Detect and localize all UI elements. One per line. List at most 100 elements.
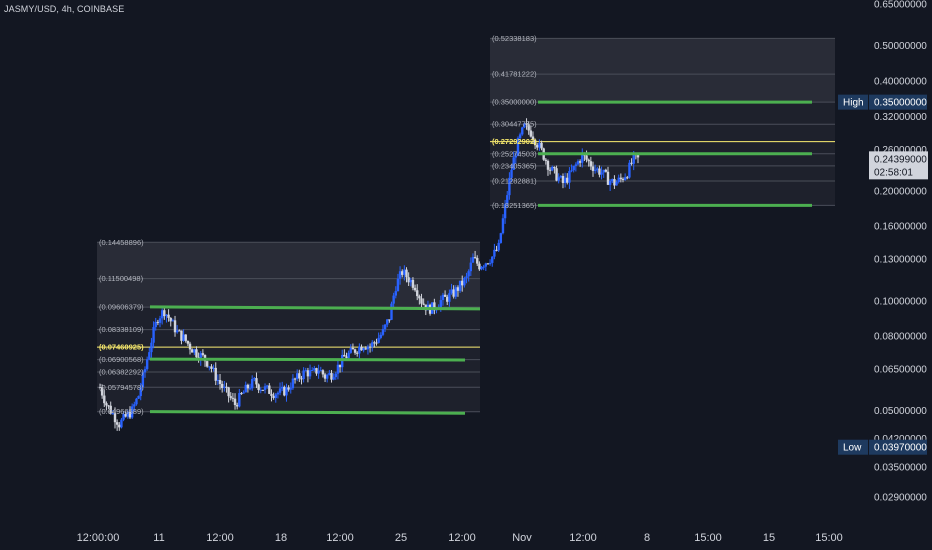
- candle-body: [154, 321, 157, 328]
- right-fib-label: (0.52338183): [492, 34, 537, 43]
- candle-body: [248, 388, 252, 390]
- low-value-text: 0.03970000: [874, 443, 927, 454]
- time-tick-label: 12:00: [569, 532, 597, 544]
- candle-body: [244, 384, 247, 393]
- candle-body: [366, 346, 370, 350]
- candle-body: [495, 249, 498, 251]
- fib-retracement-boxes: [97, 37, 835, 413]
- candle-body: [491, 256, 494, 263]
- candle-body: [461, 280, 464, 286]
- left-fib-label: (0.08338109): [99, 325, 144, 334]
- candle-body: [501, 218, 505, 234]
- candle-body: [523, 123, 526, 128]
- candle-body: [120, 419, 123, 428]
- candle-body: [235, 405, 239, 407]
- candle-body: [598, 168, 601, 175]
- candle-body: [630, 162, 633, 164]
- candle-body: [173, 320, 177, 333]
- candle-body: [263, 386, 267, 390]
- candle-body: [473, 257, 477, 259]
- candle-body: [274, 394, 277, 398]
- left-fib-top-zone: [97, 242, 480, 308]
- time-tick-label: 25: [395, 532, 407, 544]
- candle-body: [617, 177, 620, 183]
- time-tick-label: 12:00:00: [77, 532, 120, 544]
- candle-body: [246, 384, 250, 389]
- candle-body: [448, 293, 451, 302]
- candle-body: [403, 269, 406, 275]
- candle-body: [443, 294, 447, 297]
- candle-body: [478, 263, 481, 270]
- candle-body: [178, 330, 181, 332]
- price-tick-label: 0.04200000: [874, 434, 927, 445]
- candle-body: [169, 317, 172, 322]
- chart-title: JASMY/USD, 4h, COINBASE: [4, 4, 125, 14]
- candle-body: [396, 278, 400, 292]
- candle-body: [186, 340, 190, 344]
- candle-body: [195, 349, 198, 358]
- candle-body: [546, 160, 550, 170]
- candle-body: [452, 289, 455, 297]
- support-resistance-lines: [149, 100, 812, 415]
- candle-body: [190, 349, 194, 353]
- candle-body: [130, 406, 134, 418]
- candle-body: [208, 366, 211, 368]
- candle-body: [383, 324, 387, 330]
- candle-body: [328, 373, 331, 375]
- candle-body: [418, 296, 421, 299]
- candle-body: [458, 280, 462, 291]
- candle-body: [145, 359, 149, 370]
- candle-body: [572, 165, 575, 171]
- candle-body: [358, 346, 361, 354]
- right-fib-label: (0.21282881): [492, 177, 537, 186]
- green-level-line: [149, 357, 466, 362]
- candle-body: [561, 176, 565, 184]
- green-level-line: [149, 305, 481, 311]
- candle-body: [521, 127, 524, 135]
- candle-body: [347, 352, 350, 358]
- price-tags: High 0.35000000 Low 0.03970000 0.24399000 02:…: [838, 94, 928, 455]
- candle-body: [632, 154, 635, 164]
- right-fib-top-zone: [490, 38, 835, 103]
- candle-body: [531, 136, 535, 140]
- candle-body: [503, 204, 507, 219]
- candle-body: [593, 169, 597, 171]
- candle-body: [124, 414, 127, 417]
- candle-body: [156, 321, 160, 323]
- candle-body: [283, 386, 286, 396]
- candle-body: [289, 388, 292, 390]
- candle-body: [111, 413, 115, 415]
- candle-body: [163, 310, 166, 317]
- candle-body: [238, 393, 241, 407]
- candle-body: [613, 179, 616, 186]
- candle-body: [557, 177, 560, 181]
- candle-body: [441, 294, 445, 301]
- candle-body: [576, 161, 580, 165]
- candle-body: [351, 347, 355, 350]
- left-fib-label: (0.04966589): [99, 407, 144, 416]
- candle-body: [471, 257, 475, 263]
- candle-body: [405, 269, 408, 278]
- time-tick-label: 12:00: [448, 532, 476, 544]
- time-axis: 12:00:00 11 12:00 18 12:00 25 12:00 Nov 12:00 8 15…: [77, 532, 843, 544]
- price-tick-label: 0.03500000: [874, 463, 927, 474]
- candle-body: [160, 310, 164, 319]
- candle-body: [371, 342, 374, 347]
- candle-body: [227, 387, 230, 397]
- candle-body: [141, 372, 145, 388]
- candle-body: [608, 180, 612, 185]
- candle-body: [291, 378, 295, 389]
- price-axis: 0.65000000 0.50000000 0.40000000 0.32000000…: [874, 0, 927, 504]
- candle-body: [268, 385, 271, 394]
- candle-body: [362, 348, 365, 351]
- candle-body: [205, 361, 209, 367]
- candle-body: [353, 349, 357, 353]
- candle-body: [128, 411, 132, 418]
- time-tick-label: Nov: [512, 532, 532, 544]
- candlestick-series: [98, 118, 640, 431]
- candle-body: [306, 370, 310, 377]
- candle-body: [409, 279, 412, 283]
- candle-body: [480, 266, 483, 270]
- candle-body: [152, 327, 155, 343]
